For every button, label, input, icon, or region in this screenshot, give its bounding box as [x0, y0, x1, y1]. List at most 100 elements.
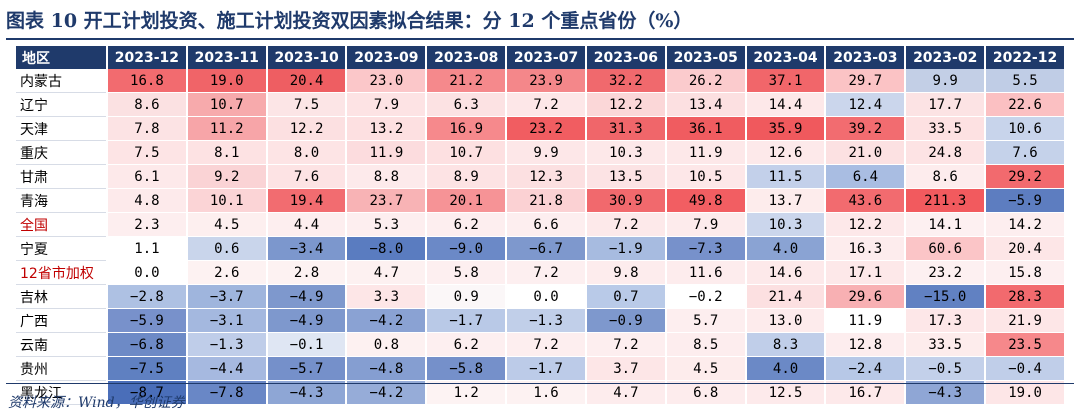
table-cell: 8.6 — [108, 93, 186, 117]
region-label: 黑龙江 — [16, 381, 106, 405]
table-cell: 29.7 — [826, 69, 905, 93]
table-cell: −3.4 — [267, 237, 346, 261]
table-cell: −4.3 — [906, 381, 985, 405]
table-header-row: 地区 2023-12 2023-11 2023-10 2023-09 2023-… — [16, 46, 1064, 69]
table-cell: 8.1 — [187, 141, 266, 165]
table-cell: −1.3 — [507, 309, 585, 333]
table-cell: −5.9 — [108, 309, 186, 333]
table-cell: 29.2 — [986, 165, 1064, 189]
column-header: 2023-07 — [507, 46, 585, 69]
table-cell: 12.6 — [746, 141, 825, 165]
table-cell: 8.9 — [427, 165, 506, 189]
table-cell: 23.2 — [507, 117, 585, 141]
table-cell: 9.9 — [906, 69, 985, 93]
column-header: 2023-06 — [586, 46, 665, 69]
table-cell: 13.4 — [666, 93, 745, 117]
table-cell: 49.8 — [666, 189, 745, 213]
table-cell: −1.7 — [507, 357, 585, 381]
table-cell: 7.2 — [507, 93, 585, 117]
table-cell: 30.9 — [586, 189, 665, 213]
table-cell: 13.7 — [746, 189, 825, 213]
table-cell: −4.3 — [267, 381, 346, 405]
table-cell: 3.7 — [586, 357, 665, 381]
table-cell: 20.1 — [427, 189, 506, 213]
table-cell: 8.6 — [906, 165, 985, 189]
table-cell: −4.9 — [267, 285, 346, 309]
table-cell: 0.6 — [187, 237, 266, 261]
table-cell: −15.0 — [906, 285, 985, 309]
column-header: 2022-12 — [986, 46, 1064, 69]
table-cell: 21.2 — [427, 69, 506, 93]
table-cell: 23.9 — [507, 69, 585, 93]
region-label: 内蒙古 — [16, 69, 106, 93]
table-cell: 23.2 — [906, 261, 985, 285]
table-cell: −5.9 — [986, 189, 1064, 213]
column-header-region: 地区 — [16, 46, 106, 69]
table-row: 重庆 7.5 8.1 8.0 11.9 10.7 9.9 10.3 11.9 12.6 21.0 24… — [16, 141, 1064, 165]
table-cell: 5.7 — [666, 309, 745, 333]
table-cell: 33.5 — [906, 333, 985, 357]
table-cell: 5.8 — [427, 261, 506, 285]
table-cell: 4.8 — [108, 189, 186, 213]
table-cell: 14.4 — [746, 93, 825, 117]
table-cell: 11.5 — [746, 165, 825, 189]
table-cell: 1.2 — [427, 381, 506, 405]
table-cell: 11.6 — [666, 261, 745, 285]
table-cell: −2.8 — [108, 285, 186, 309]
table-cell: −4.8 — [347, 357, 426, 381]
table-cell: −1.9 — [586, 237, 665, 261]
column-header: 2023-04 — [746, 46, 825, 69]
table-cell: 11.9 — [826, 309, 905, 333]
table-cell: 4.7 — [586, 381, 665, 405]
table-cell: −0.4 — [986, 357, 1064, 381]
table-cell: 13.0 — [746, 309, 825, 333]
table-cell: 60.6 — [906, 237, 985, 261]
table-cell: 35.9 — [746, 117, 825, 141]
table-cell: −8.7 — [108, 381, 186, 405]
table-cell: −2.4 — [826, 357, 905, 381]
table-cell: 14.6 — [746, 261, 825, 285]
table-cell: 4.0 — [746, 237, 825, 261]
table-row: 黑龙江 −8.7 −7.8 −4.3 −4.2 1.2 1.6 4.7 6.8 12.5 16.7−… — [16, 381, 1064, 405]
table-cell: 12.2 — [267, 117, 346, 141]
table-cell: 4.5 — [187, 213, 266, 237]
table-cell: 32.2 — [586, 69, 665, 93]
table-cell: 43.6 — [826, 189, 905, 213]
table-cell: 6.3 — [427, 93, 506, 117]
table-cell: 11.9 — [666, 141, 745, 165]
table-cell: 19.0 — [986, 381, 1064, 405]
table-cell: 37.1 — [746, 69, 825, 93]
table-row: 全国 2.3 4.5 4.4 5.3 6.2 6.6 7.2 7.9 10.3 12.2 14.1 14… — [16, 213, 1064, 237]
table-cell: 16.8 — [108, 69, 186, 93]
table-cell: 6.8 — [666, 381, 745, 405]
table-cell: −0.2 — [666, 285, 745, 309]
column-header: 2023-12 — [108, 46, 186, 69]
table-cell: 12.5 — [746, 381, 825, 405]
table-cell: −0.1 — [267, 333, 346, 357]
table-row: 吉林 −2.8 −3.7 −4.9 3.3 0.9 0.0 0.7 −0.2 21.4 29.6 −1… — [16, 285, 1064, 309]
table-row: 青海 4.8 10.1 19.4 23.7 20.1 21.8 30.9 49.8 13.7 43.… — [16, 189, 1064, 213]
table-cell: 0.7 — [586, 285, 665, 309]
table-cell: 3.3 — [347, 285, 426, 309]
table-cell: 6.4 — [826, 165, 905, 189]
table-cell: −0.9 — [586, 309, 665, 333]
table-cell: 19.4 — [267, 189, 346, 213]
title-divider — [6, 38, 1074, 40]
region-label: 云南 — [16, 333, 106, 357]
table-cell: 20.4 — [267, 69, 346, 93]
table-cell: 16.9 — [427, 117, 506, 141]
table-cell: 21.4 — [746, 285, 825, 309]
table-cell: 8.5 — [666, 333, 745, 357]
column-header: 2023-10 — [267, 46, 346, 69]
table-cell: −1.3 — [187, 333, 266, 357]
table-cell: −3.7 — [187, 285, 266, 309]
table-row: 内蒙古 16.8 19.0 20.4 23.0 21.2 23.9 32.2 26.2 37.1 2… — [16, 69, 1064, 93]
table-cell: −5.8 — [427, 357, 506, 381]
table-cell: 17.7 — [906, 93, 985, 117]
table-row: 甘肃 6.1 9.2 7.6 8.8 8.9 12.3 13.5 10.5 11.5 6.4 8.6 2… — [16, 165, 1064, 189]
table-cell: 10.1 — [187, 189, 266, 213]
table-cell: 14.2 — [986, 213, 1064, 237]
region-label: 全国 — [16, 213, 106, 237]
table-cell: −7.5 — [108, 357, 186, 381]
